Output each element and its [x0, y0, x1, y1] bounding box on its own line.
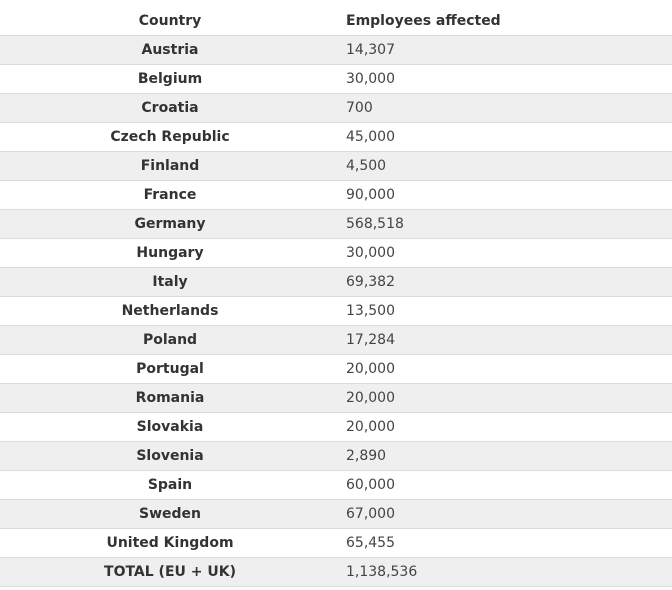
table-row: United Kingdom 65,455	[0, 528, 672, 558]
table-row: Romania 20,000	[0, 383, 672, 413]
table-row: Hungary 30,000	[0, 238, 672, 268]
country-cell: Croatia	[141, 100, 199, 116]
table-row: Czech Republic 45,000	[0, 122, 672, 152]
country-cell: Italy	[152, 274, 188, 290]
table-row: Slovenia 2,890	[0, 441, 672, 471]
employees-cell: 69,382	[346, 274, 395, 290]
employees-cell: 30,000	[346, 71, 395, 87]
employees-cell: 17,284	[346, 332, 395, 348]
table-row: Netherlands 13,500	[0, 296, 672, 326]
employees-affected-table: Country Employees affected Austria 14,30…	[0, 6, 672, 587]
employees-cell: 60,000	[346, 477, 395, 493]
country-cell: Slovakia	[136, 419, 204, 435]
employees-cell: 14,307	[346, 42, 395, 58]
total-label-cell: TOTAL (EU + UK)	[104, 564, 236, 580]
table-row: Austria 14,307	[0, 35, 672, 65]
table-row: Sweden 67,000	[0, 499, 672, 529]
employees-cell: 4,500	[346, 158, 387, 174]
employees-cell: 65,455	[346, 535, 395, 551]
country-cell: Netherlands	[121, 303, 219, 319]
country-cell: Sweden	[139, 506, 201, 522]
employees-cell: 30,000	[346, 245, 395, 261]
country-cell: Spain	[147, 477, 193, 493]
table-row: Slovakia 20,000	[0, 412, 672, 442]
table-row: Spain 60,000	[0, 470, 672, 500]
table-row: Croatia 700	[0, 93, 672, 123]
table-row: Italy 69,382	[0, 267, 672, 297]
employees-cell: 45,000	[346, 129, 395, 145]
table-body: Austria 14,307 Belgium 30,000 Croatia 70…	[0, 35, 672, 587]
employees-cell: 20,000	[346, 361, 395, 377]
country-cell: United Kingdom	[106, 535, 234, 551]
header-row: Country Employees affected	[0, 6, 672, 36]
country-cell: Belgium	[137, 71, 203, 87]
country-cell: Portugal	[136, 361, 204, 377]
country-cell: Austria	[141, 42, 199, 58]
table-row: Germany 568,518	[0, 209, 672, 239]
employees-cell: 20,000	[346, 419, 395, 435]
employees-cell: 2,890	[346, 448, 387, 464]
country-cell: Czech Republic	[110, 129, 230, 145]
total-row: TOTAL (EU + UK) 1,138,536	[0, 557, 672, 587]
country-cell: Romania	[135, 390, 205, 406]
employees-cell: 67,000	[346, 506, 395, 522]
table-header: Country Employees affected	[0, 6, 672, 36]
country-cell: Germany	[134, 216, 206, 232]
table-row: Portugal 20,000	[0, 354, 672, 384]
total-value-cell: 1,138,536	[346, 564, 418, 580]
employees-cell: 20,000	[346, 390, 395, 406]
employees-cell: 568,518	[346, 216, 404, 232]
employees-cell: 700	[346, 100, 373, 116]
table-row: Finland 4,500	[0, 151, 672, 181]
country-cell: France	[143, 187, 197, 203]
table-row: France 90,000	[0, 180, 672, 210]
employees-cell: 13,500	[346, 303, 395, 319]
column-header-employees: Employees affected	[346, 12, 501, 29]
country-cell: Slovenia	[136, 448, 204, 464]
table-row: Poland 17,284	[0, 325, 672, 355]
table-row: Belgium 30,000	[0, 64, 672, 94]
employees-cell: 90,000	[346, 187, 395, 203]
country-cell: Finland	[140, 158, 200, 174]
country-cell: Hungary	[136, 245, 204, 261]
column-header-country: Country	[138, 12, 202, 29]
country-cell: Poland	[142, 332, 198, 348]
